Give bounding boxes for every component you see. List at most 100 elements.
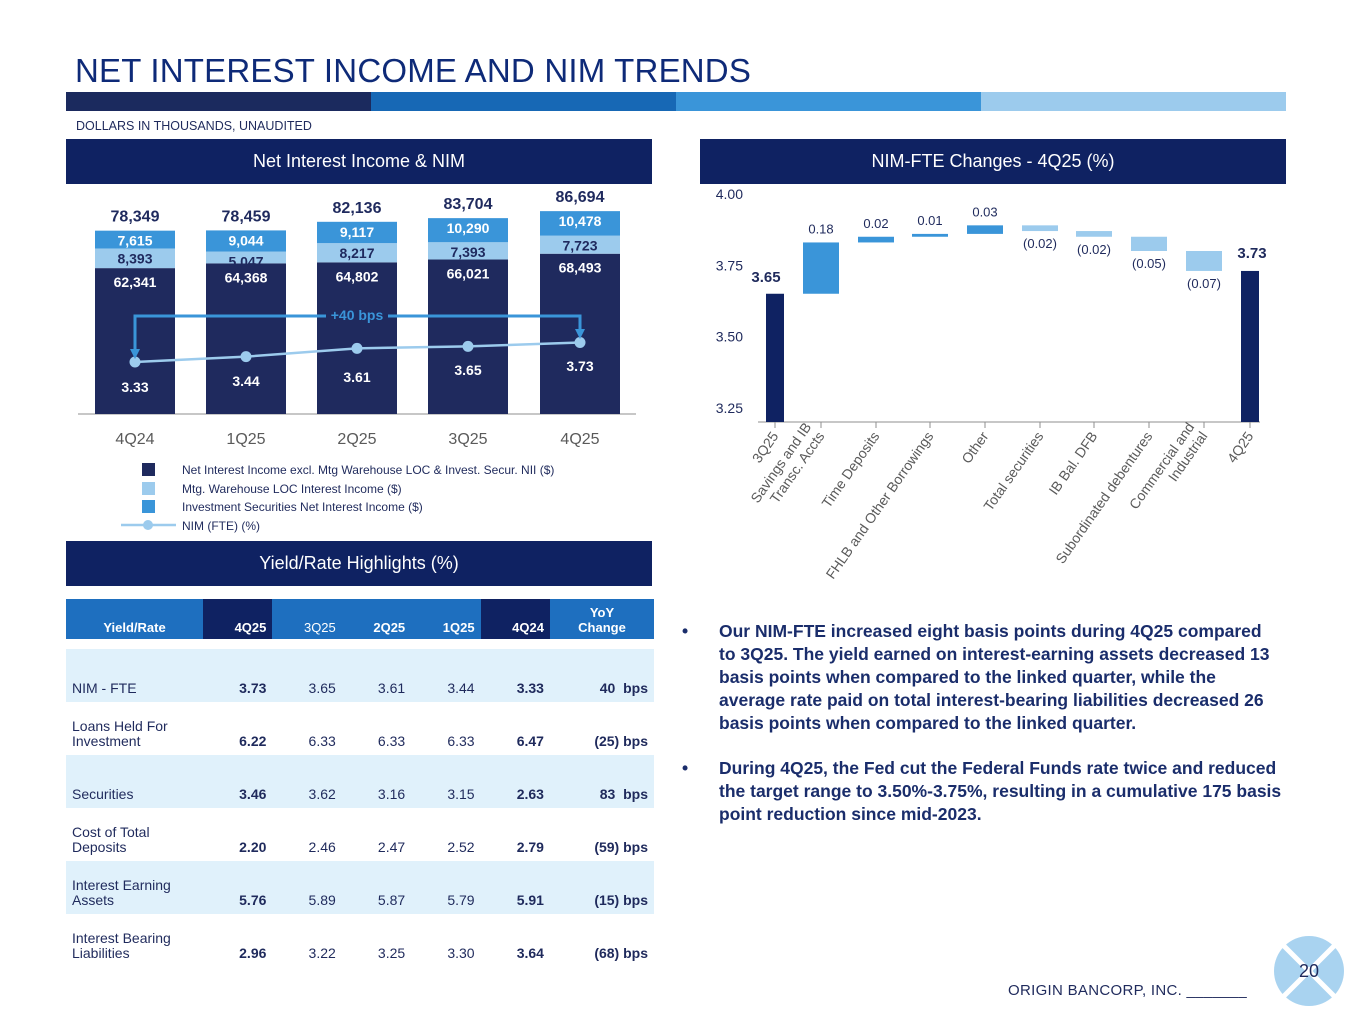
table-cell: 83 bps: [549, 755, 654, 808]
waterfall-value-label: 0.02: [863, 216, 888, 231]
nim-point: [574, 336, 586, 348]
legend-swatch: [142, 463, 155, 476]
table-cell: 5.79: [411, 861, 481, 914]
legend-label: Mtg. Warehouse LOC Interest Income ($): [182, 482, 402, 496]
col-header-4q24: 4Q24: [480, 599, 550, 639]
table-cell: 3.25: [377, 945, 406, 961]
waterfall-bar: [766, 293, 784, 422]
bar-segment-label: 7,723: [562, 238, 597, 254]
table-cell: (25) bps: [594, 733, 648, 749]
row-label: Interest Bearing Liabilities: [72, 930, 171, 961]
col-header-4q25: 4Q25: [203, 599, 273, 639]
yield-panel-title: Yield/Rate Highlights (%): [259, 553, 459, 573]
waterfall-value-label: 0.01: [917, 213, 942, 228]
x-tick-label: 1Q25: [226, 431, 265, 448]
waterfall-value-label: 3.73: [1237, 245, 1266, 262]
badge-x-stroke: [1282, 944, 1336, 998]
table-cell: 3.73: [203, 649, 273, 702]
table-cell: 6.33: [377, 733, 406, 749]
col-header-3q25: 3Q25: [272, 599, 342, 639]
waterfall-bar: [858, 236, 894, 243]
stripe-segment-2: [371, 92, 676, 111]
table-cell: 3.61: [341, 649, 412, 702]
y-tick-label: 3.50: [716, 329, 743, 345]
x-tick-label: Total securities: [980, 429, 1046, 514]
nim-value-label: 3.33: [121, 379, 148, 395]
waterfall-bar: [803, 242, 839, 294]
nim-panel-header: NIM-FTE Changes - 4Q25 (%): [700, 139, 1286, 184]
bar-segment-label: 9,117: [340, 224, 374, 240]
x-tick-label: 4Q24: [115, 431, 154, 448]
table-cell: (15) bps: [549, 861, 654, 914]
table-cell: 5.76: [203, 861, 273, 914]
nim-value-label: 3.65: [454, 362, 481, 378]
table-cell: 2.63: [480, 755, 550, 808]
table-cell: 2.79: [516, 839, 544, 855]
nim-value-label: 3.73: [566, 358, 593, 374]
table-spacer-row: [66, 639, 654, 649]
waterfall-value-label: (0.07): [1187, 276, 1221, 291]
bar-segment-label: 64,802: [336, 268, 379, 284]
row-label: Cost of Total Deposits: [72, 824, 150, 855]
bar-segment-label: 10,478: [559, 213, 602, 229]
bar-segment-label: 9,044: [228, 232, 263, 248]
bar-segment: [428, 259, 508, 414]
col-header-yield-rate: Yield/Rate: [66, 599, 203, 639]
legend-label: NIM (FTE) (%): [182, 519, 260, 533]
row-label: Interest Earning Assets: [66, 861, 203, 914]
table-cell: (68) bps: [594, 945, 648, 961]
x-tick-label: 3Q25: [448, 431, 487, 448]
table-cell: 2.96: [239, 945, 267, 961]
table-cell: 3.15: [411, 755, 481, 808]
table-cell: 3.16: [341, 755, 412, 808]
x-tick-label: IB Bal. DFB: [1045, 429, 1100, 498]
nim-point: [129, 356, 141, 368]
table-cell: 5.91: [480, 861, 550, 914]
bar-segment-label: 64,368: [225, 269, 268, 285]
bar-segment-label: 62,341: [114, 274, 157, 290]
bar-segment: [206, 230, 286, 252]
waterfall-value-label: 3.65: [751, 269, 780, 286]
table-cell: 40 bps: [549, 649, 654, 702]
bullet-marker: •: [682, 758, 689, 778]
table-row: Cost of Total Deposits 2.20 2.46 2.47 2.52 2.…: [66, 808, 654, 861]
title-color-stripe: [66, 92, 1286, 111]
bar-segment: [317, 262, 397, 414]
row-label: Securities: [66, 755, 203, 808]
waterfall-bar: [1131, 236, 1167, 251]
page-number-badge: 20: [1274, 936, 1344, 1006]
table-cell: 3.33: [480, 649, 550, 702]
waterfall-bar: [1186, 251, 1222, 271]
x-tick-label: Time Deposits: [818, 429, 882, 511]
x-tick-label: 4Q25: [1224, 428, 1257, 465]
commentary-bullets: • Our NIM-FTE increased eight basis point…: [682, 620, 1282, 848]
table-row: Loans Held For Investment 6.22 6.33 6.33 6.3…: [66, 702, 654, 755]
bps-label-background: [326, 305, 388, 325]
legend-label: Investment Securities Net Interest Incom…: [182, 500, 423, 514]
col-header-2q25: 2Q25: [341, 599, 412, 639]
bullet-text-2: During 4Q25, the Fed cut the Federal Fun…: [719, 758, 1282, 824]
bullet-item: • Our NIM-FTE increased eight basis point…: [682, 620, 1282, 735]
waterfall-value-label: (0.02): [1077, 242, 1111, 257]
bar-segment-label: 7,615: [117, 233, 152, 249]
bar-segment-label: 5,047: [228, 254, 263, 270]
bar-segment-label: 8,217: [339, 245, 374, 261]
table-cell: 5.87: [341, 861, 412, 914]
bar-total-label: 78,349: [111, 209, 160, 226]
bar-total-label: 82,136: [333, 200, 382, 217]
table-row: NIM - FTE 3.73 3.65 3.61 3.44 3.33 40 bps: [66, 649, 654, 702]
nim-point: [462, 340, 474, 352]
x-tick-label: 2Q25: [337, 431, 376, 448]
bar-segment: [540, 235, 620, 254]
waterfall-bar: [1076, 231, 1112, 237]
x-tick-label-group: 4Q25: [1224, 428, 1257, 465]
nim-value-label: 3.44: [232, 373, 259, 389]
bar-segment-label: 8,393: [117, 250, 152, 266]
bar-segment-label: 7,393: [450, 244, 485, 260]
table-cell: 2.52: [447, 839, 475, 855]
waterfall-value-label: (0.05): [1132, 256, 1166, 271]
table-cell: 2.20: [239, 839, 267, 855]
yield-rate-table: Yield/Rate 4Q25 3Q25 2Q25 1Q25 4Q24 YoY C…: [66, 599, 654, 967]
